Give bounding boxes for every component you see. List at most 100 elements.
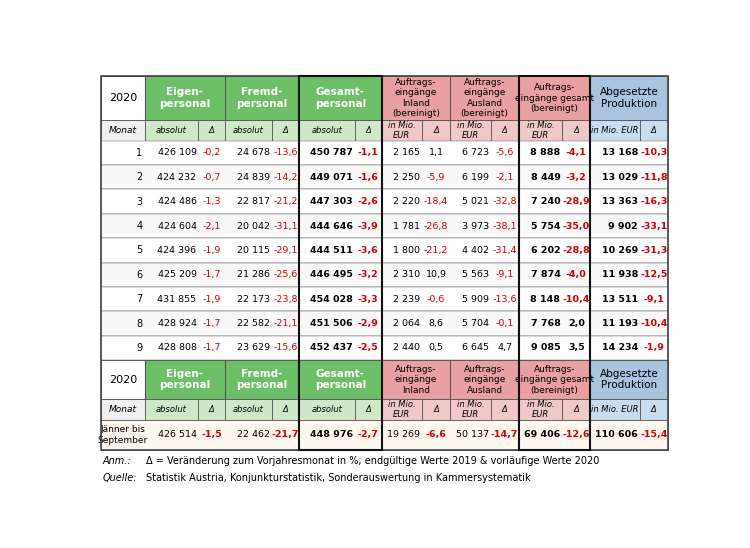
Text: 424 232: 424 232 [158,173,196,182]
Text: 2 064: 2 064 [393,319,420,328]
Text: 444 511: 444 511 [310,246,353,255]
Text: 22 817: 22 817 [237,197,270,206]
Text: 8: 8 [136,318,142,328]
Text: Δ: Δ [651,126,657,135]
Text: absolut: absolut [233,126,264,135]
Text: 424 486: 424 486 [158,197,196,206]
Text: -0,7: -0,7 [202,173,220,182]
Bar [382,399,422,420]
Bar [198,399,225,420]
Text: 2,0: 2,0 [568,319,585,328]
Text: in Mio.
EUR: in Mio. EUR [388,121,416,140]
Text: 13 511: 13 511 [602,295,638,304]
Text: -4,1: -4,1 [566,149,586,157]
Text: -1,7: -1,7 [202,319,220,328]
Text: -2,9: -2,9 [358,319,379,328]
Text: absolut: absolut [156,126,187,135]
Text: 454 028: 454 028 [310,295,353,304]
Text: 425 209: 425 209 [158,270,196,279]
Text: Δ: Δ [433,126,439,135]
Bar [145,399,198,420]
Bar [101,287,668,311]
Text: Eigen-
personal: Eigen- personal [159,369,211,391]
Text: -12,5: -12,5 [640,270,668,279]
Text: 6 723: 6 723 [462,149,489,157]
Text: -23,8: -23,8 [273,295,298,304]
Text: 6 645: 6 645 [462,344,489,352]
Text: Fremd-
personal: Fremd- personal [236,369,288,391]
Text: 1 800: 1 800 [393,246,420,255]
Bar [101,190,668,214]
Text: 424 604: 424 604 [158,221,196,231]
Bar [225,399,272,420]
Text: 20 042: 20 042 [237,221,270,231]
Text: Jänner bis
September: Jänner bis September [98,425,148,444]
Text: 5 021: 5 021 [462,197,489,206]
Text: Δ: Δ [283,405,288,414]
Text: -4,0: -4,0 [566,270,586,279]
Text: Abgesetzte
Produktion: Abgesetzte Produktion [600,369,658,391]
Text: -3,2: -3,2 [566,173,586,182]
Text: -33,1: -33,1 [640,221,668,231]
Text: 11 938: 11 938 [602,270,638,279]
Text: 69 406: 69 406 [524,430,560,439]
Text: in Mio.
EUR: in Mio. EUR [526,400,554,419]
Text: absolut: absolut [311,405,342,414]
Bar [101,76,668,450]
Text: 8 148: 8 148 [530,295,560,304]
Text: 22 462: 22 462 [237,430,270,439]
Bar [590,120,640,141]
Text: -2,7: -2,7 [358,430,379,439]
Bar [101,360,145,399]
Text: Monat: Monat [109,126,137,135]
Text: 7 874: 7 874 [530,270,560,279]
Text: Δ: Δ [433,405,439,414]
Bar [490,399,519,420]
Bar [519,399,562,420]
Bar [640,399,668,420]
Text: -2,1: -2,1 [202,221,220,231]
Text: in Mio.
EUR: in Mio. EUR [388,400,416,419]
Text: 9 902: 9 902 [608,221,638,231]
Text: 5 704: 5 704 [462,319,489,328]
Bar [225,120,272,141]
Text: Auftrags-
eingänge
Inland
(bereinigt): Auftrags- eingänge Inland (bereinigt) [392,78,440,118]
Text: 428 808: 428 808 [158,344,196,352]
Text: -28,8: -28,8 [562,246,590,255]
Bar [355,399,382,420]
Text: 6: 6 [136,270,142,280]
Text: 449 071: 449 071 [310,173,353,182]
Text: -16,3: -16,3 [640,197,668,206]
Text: Monat: Monat [109,405,137,414]
Bar [450,76,519,120]
Bar [562,399,590,420]
Text: 10,9: 10,9 [425,270,446,279]
Text: -3,3: -3,3 [358,295,379,304]
Text: 14 234: 14 234 [602,344,638,352]
Text: -1,6: -1,6 [358,173,379,182]
Text: -14,7: -14,7 [491,430,518,439]
Text: 50 137: 50 137 [456,430,489,439]
Text: 444 646: 444 646 [310,221,353,231]
Text: -11,8: -11,8 [640,173,668,182]
Text: -12,6: -12,6 [562,430,590,439]
Text: 20 115: 20 115 [237,246,270,255]
Bar [272,399,299,420]
Text: Eigen-
personal: Eigen- personal [159,87,211,109]
Text: -9,1: -9,1 [644,295,664,304]
Text: 2 165: 2 165 [393,149,420,157]
Text: Δ: Δ [502,126,508,135]
Text: Auftrags-
eingänge gesamt
(bereinigt): Auftrags- eingänge gesamt (bereinigt) [515,365,594,395]
Text: 426 514: 426 514 [158,430,196,439]
Text: 431 855: 431 855 [158,295,196,304]
Text: Quelle:: Quelle: [103,473,137,483]
Text: -3,2: -3,2 [358,270,379,279]
Text: absolut: absolut [156,405,187,414]
Text: Δ: Δ [209,405,214,414]
Text: Abgesetzte
Produktion: Abgesetzte Produktion [600,87,658,109]
Bar [590,76,668,120]
Text: 8 888: 8 888 [530,149,560,157]
Bar [299,399,355,420]
Text: 0,5: 0,5 [428,344,443,352]
Bar [299,76,382,120]
